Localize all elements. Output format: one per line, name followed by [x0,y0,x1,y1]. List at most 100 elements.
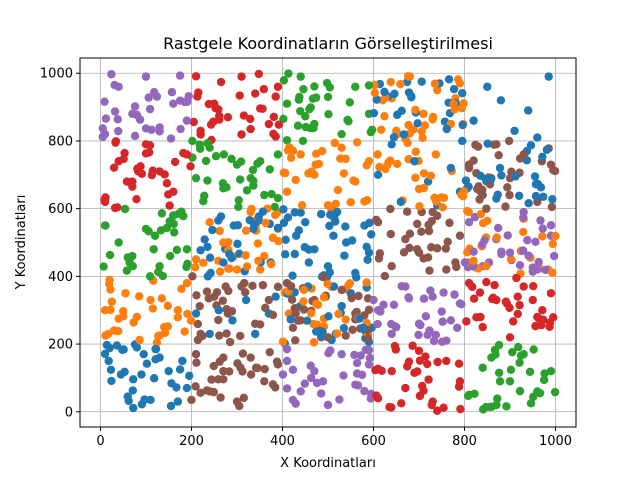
scatter-point [282,344,292,354]
scatter-point [496,96,506,105]
scatter-point [282,99,292,108]
scatter-point [286,153,296,163]
scatter-point [296,208,305,217]
scatter-point [528,263,537,272]
scatter-point [531,321,540,331]
scatter-point [424,375,433,384]
scatter-point [377,366,386,376]
scatter-point [414,319,424,328]
scatter-point [246,353,255,362]
scatter-point [437,307,446,316]
scatter-point [166,401,176,411]
scatter-point [192,358,201,367]
scatter-point [513,292,522,301]
scatter-point [271,132,280,141]
scatter-point [405,72,415,81]
scatter-point [264,295,274,305]
scatter-point [100,349,110,359]
scatter-point [175,365,185,374]
scatter-point [141,224,151,234]
scatter-point [494,368,504,378]
scatter-point [311,160,320,169]
scatter-point [350,350,359,360]
scatter-point [159,322,169,332]
scatter-point [180,97,189,107]
scatter-point [191,255,201,264]
scatter-point [515,386,525,396]
scatter-point [273,193,283,203]
scatter-point [145,272,155,281]
scatter-point [430,193,439,203]
scatter-point [340,251,349,260]
y-tick-label: 400 [48,270,73,285]
scatter-point [191,382,200,391]
scatter-point [372,95,381,104]
scatter-point [300,379,309,388]
scatter-point [196,388,205,398]
scatter-point [379,300,388,309]
scatter-point [445,218,454,228]
scatter-point [300,243,309,252]
scatter-point [475,288,485,297]
scatter-point [524,199,533,208]
scatter-point [502,402,511,411]
x-tick-label: 0 [96,434,104,449]
scatter-point [492,233,502,242]
scatter-point [203,176,212,185]
scatter-point [492,140,501,149]
scatter-point [396,197,406,207]
scatter-point [119,307,128,316]
scatter-point [150,231,160,240]
scatter-point [148,304,158,313]
scatter-point [193,319,203,329]
scatter-point [546,366,556,376]
scatter-point [260,377,269,386]
scatter-point [260,190,269,200]
scatter-point [221,282,230,291]
scatter-point [433,85,442,95]
scatter-point [464,163,474,173]
scatter-point [512,273,521,283]
scatter-point [144,93,153,102]
scatter-point [100,197,110,207]
scatter-point [539,192,548,201]
scatter-point [295,92,304,102]
scatter-point [387,403,396,412]
scatter-point [299,305,309,314]
scatter-point [401,234,410,244]
scatter-point [439,403,448,412]
scatter-point [326,346,335,355]
scatter-point [450,290,459,299]
scatter-point [333,185,343,195]
scatter-point [180,327,189,336]
scatter-point [381,164,390,174]
scatter-point [536,216,545,225]
scatter-point [192,291,201,300]
x-tick-label: 1000 [539,434,572,449]
scatter-point [492,400,501,410]
scatter-point [504,136,514,146]
scatter-point [495,377,505,386]
scatter-point [311,327,321,336]
scatter-point [463,206,472,216]
scatter-point [505,248,515,257]
scatter-point [411,147,421,156]
scatter-point [279,114,288,124]
scatter-point [216,393,225,402]
scatter-point [152,92,162,101]
scatter-point [114,238,123,247]
scatter-point [164,190,173,199]
scatter-point [352,273,361,282]
scatter-point [270,202,279,212]
scatter-point [191,350,201,359]
scatter-point [513,309,522,319]
scatter-point [365,353,375,363]
scatter-point [392,159,402,169]
scatter-point [259,84,269,94]
scatter-point [384,158,393,167]
scatter-point [183,259,192,269]
scatter-point [302,316,312,325]
scatter-point [503,231,512,240]
x-tick-label: 400 [270,434,295,449]
scatter-point [418,133,427,143]
